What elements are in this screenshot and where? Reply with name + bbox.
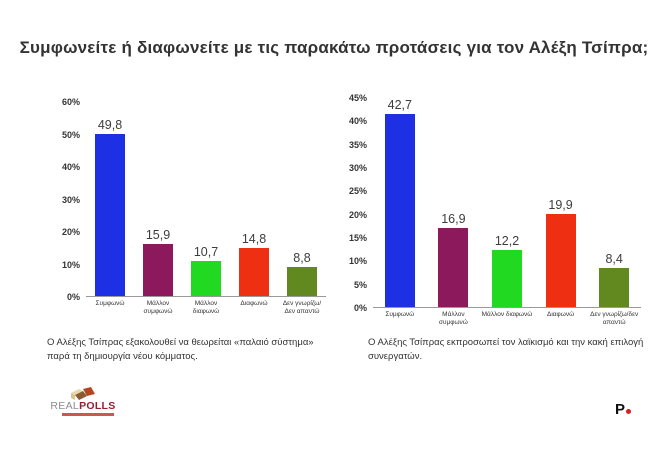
- bar-value-label: 15,9: [145, 228, 171, 243]
- bar-value-label: 8,4: [605, 251, 623, 266]
- y-tick-label: 30%: [348, 163, 367, 173]
- y-tick-label: 30%: [61, 194, 80, 205]
- bar: [545, 214, 576, 307]
- bar-value-label: 8,8: [293, 251, 311, 266]
- bar-slot: 8,4: [587, 98, 641, 307]
- bar: [491, 250, 522, 307]
- bar-slot: 19,9: [534, 98, 588, 307]
- y-tick-label: 25%: [348, 186, 367, 197]
- y-axis: 0% 5% 10% 15% 20% 25% 30% 35% 40% 45%: [337, 93, 371, 313]
- y-tick-label: 60%: [61, 97, 80, 107]
- bar-slot: 42,7: [373, 98, 427, 307]
- bar: [599, 267, 630, 307]
- category-label: Μάλλον διαφωνώ: [481, 311, 533, 318]
- category-label: Συμφωνώ: [385, 311, 415, 318]
- y-tick-label: 5%: [353, 279, 367, 290]
- category-label: Διαφωνώ: [240, 300, 268, 307]
- y-tick-label: 20%: [348, 209, 367, 220]
- y-tick-label: 35%: [348, 139, 367, 150]
- y-tick-label: 50%: [61, 129, 80, 140]
- realpolls-tagline-bar: [62, 413, 114, 416]
- bar: [191, 261, 221, 296]
- bar: [384, 114, 415, 307]
- bar: [239, 247, 269, 296]
- bar-slot: 15,9: [134, 102, 182, 296]
- y-tick-label: 45%: [348, 93, 367, 103]
- chart-right-caption: Ο Αλέξης Τσίπρας εκπροσωπεί τον λαϊκισμό…: [368, 337, 644, 362]
- y-tick-label: 40%: [348, 116, 367, 127]
- bar: [287, 267, 317, 296]
- p-logo-letter: P: [615, 401, 626, 418]
- bar-value-label: 19,9: [548, 198, 573, 213]
- category-label: Διαφωνώ: [546, 311, 575, 318]
- y-tick-label: 10%: [348, 256, 367, 267]
- y-tick-label: 20%: [61, 227, 80, 237]
- chart-left-caption: Ο Αλέξης Τσίπρας εξακολουθεί να θεωρείτα…: [47, 337, 314, 362]
- realpolls-wordmark: REALPOLLS: [44, 400, 122, 412]
- y-tick-label: 0%: [353, 303, 367, 313]
- x-axis-labels: Συμφωνώ Μάλλον συμφωνώ Μάλλον διαφωνώ Διαφω…: [373, 311, 641, 327]
- plot-area: 42,7 16,9 12,2 19,9 8,4: [373, 98, 641, 308]
- category-label: Δεν γνωρίζω/Δεν απαντώ: [282, 300, 322, 316]
- bar-value-label: 42,7: [387, 98, 412, 112]
- bar: [438, 228, 469, 307]
- bar-value-label: 16,9: [441, 212, 466, 227]
- bar-slot: 16,9: [427, 98, 481, 307]
- realpolls-polls-text: POLLS: [79, 400, 116, 412]
- realpolls-logo: REALPOLLS: [44, 386, 122, 416]
- plot-area: 49,8 15,9 10,7 14,8 8,8: [86, 102, 326, 297]
- bar: [95, 134, 125, 296]
- category-label: Μάλλον συμφωνώ: [438, 311, 468, 327]
- p-logo: P: [615, 401, 632, 418]
- category-label: Συμφωνώ: [95, 300, 125, 307]
- bar-slot: 10,7: [182, 102, 230, 296]
- bar: [143, 244, 173, 296]
- bar-slot: 14,8: [230, 102, 278, 296]
- y-tick-label: 0%: [66, 292, 80, 302]
- category-label: Δεν γνωρίζω/δεν απαντώ: [590, 311, 639, 327]
- bar-value-label: 12,2: [494, 234, 520, 249]
- bar-value-label: 10,7: [193, 245, 219, 260]
- y-tick-label: 40%: [61, 162, 80, 172]
- bar-slot: 49,8: [86, 102, 134, 296]
- bar-value-label: 14,8: [241, 231, 267, 246]
- y-axis: 0% 10% 20% 30% 40% 50% 60%: [50, 97, 84, 302]
- y-tick-label: 10%: [61, 259, 80, 270]
- bar-slot: 8,8: [278, 102, 326, 296]
- category-label: Μάλλον διαφωνώ: [192, 300, 220, 316]
- realpolls-blocks-icon: [71, 387, 95, 400]
- y-tick-label: 15%: [348, 233, 367, 243]
- category-label: Μάλλον συμφωνώ: [143, 300, 173, 316]
- bar-value-label: 49,8: [97, 118, 123, 133]
- realpolls-real-text: REAL: [50, 400, 80, 412]
- x-axis-labels: Συμφωνώ Μάλλον συμφωνώ Μάλλον διαφωνώ Διαφω…: [86, 300, 326, 316]
- page-title: Συμφωνείτε ή διαφωνείτε με τις παρακάτω …: [19, 38, 649, 57]
- p-logo-red-dot-icon: [626, 409, 632, 414]
- bar-slot: 12,2: [480, 98, 534, 307]
